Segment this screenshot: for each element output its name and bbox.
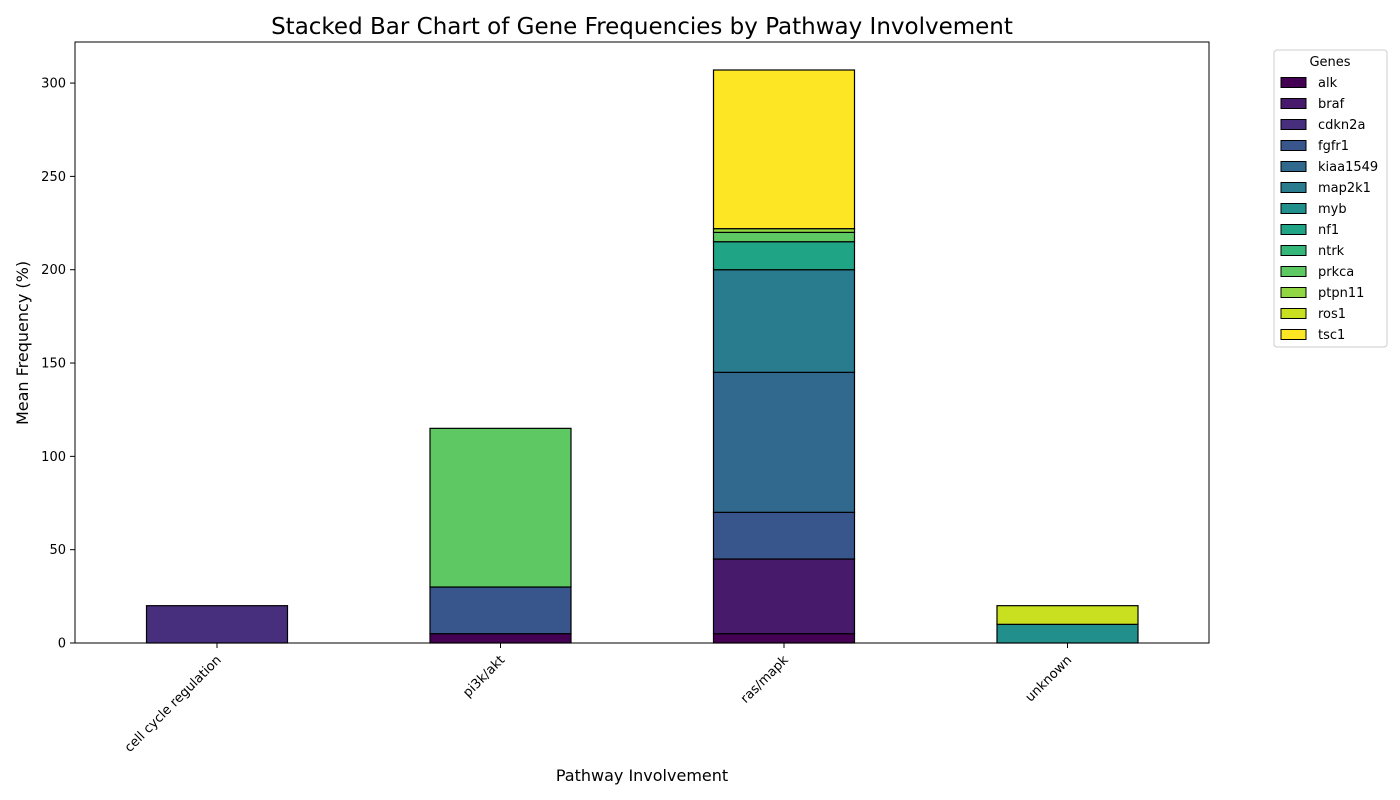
legend-label: nf1 xyxy=(1318,223,1339,238)
bar-segment-myb xyxy=(996,623,1139,644)
legend-label: fgfr1 xyxy=(1318,139,1349,154)
legend-swatch xyxy=(1280,119,1307,130)
legend-swatch xyxy=(1280,161,1307,172)
legend-swatch xyxy=(1280,308,1307,319)
legend-swatch xyxy=(1280,224,1307,235)
x-axis-label: Pathway Involvement xyxy=(556,766,728,785)
bar-segment-cdkn2a xyxy=(145,605,289,644)
bar-segment-braf xyxy=(712,558,856,635)
y-tick-label: 50 xyxy=(49,543,66,558)
legend-label: kiaa1549 xyxy=(1318,160,1378,175)
legend-swatch xyxy=(1280,203,1307,214)
y-tick-label: 100 xyxy=(41,450,66,465)
legend-title: Genes xyxy=(1309,55,1350,70)
bar-segment-alk xyxy=(712,633,856,644)
legend-label: cdkn2a xyxy=(1318,118,1365,133)
legend-label: ptpn11 xyxy=(1318,286,1364,301)
chart-title: Stacked Bar Chart of Gene Frequencies by… xyxy=(271,14,1013,40)
bar-segment-map2k1 xyxy=(712,269,856,373)
plot-frame xyxy=(74,41,1210,644)
legend-label: alk xyxy=(1318,76,1338,91)
bar-segment-fgfr1 xyxy=(712,511,856,560)
legend-label: ros1 xyxy=(1318,307,1346,322)
x-tick-label: pi3k/akt xyxy=(460,653,508,701)
x-axis: cell cycle regulation pi3k/akt ras/mapk unk… xyxy=(122,643,1075,756)
bar-segment-fgfr1 xyxy=(429,586,572,635)
y-tick-label: 150 xyxy=(41,357,66,372)
y-tick-label: 200 xyxy=(41,263,66,278)
legend-swatch xyxy=(1280,329,1307,340)
legend-items: alk braf cdkn2a fgfr1 kiaa1549 map2k1 myb nf1 nt… xyxy=(1280,76,1378,343)
legend-label: prkca xyxy=(1318,265,1354,280)
bar-segment-ros1 xyxy=(996,605,1139,625)
y-axis-label: Mean Frequency (%) xyxy=(13,261,32,425)
y-tick-label: 300 xyxy=(41,77,66,92)
bar-segment-tsc1 xyxy=(712,69,856,230)
y-axis: 0 50 100 150 200 250 300 xyxy=(41,77,75,652)
x-tick-label: ras/mapk xyxy=(738,653,792,707)
bar-segment-prkca xyxy=(429,427,572,588)
legend-label: ntrk xyxy=(1318,244,1345,259)
legend-swatch xyxy=(1280,266,1307,277)
legend-swatch xyxy=(1280,245,1307,256)
legend-swatch xyxy=(1280,182,1307,193)
legend-swatch xyxy=(1280,140,1307,151)
legend-swatch xyxy=(1280,98,1307,109)
legend-swatch xyxy=(1280,287,1307,298)
legend-label: map2k1 xyxy=(1318,181,1371,196)
legend-label: braf xyxy=(1318,97,1345,112)
x-tick-label: unknown xyxy=(1023,653,1075,705)
legend-box xyxy=(1273,49,1388,348)
legend: Genes alk braf cdkn2a fgfr1 kiaa1549 map2k1 my… xyxy=(1273,49,1388,348)
x-tick-label: cell cycle regulation xyxy=(122,653,225,756)
bar-segment-alk xyxy=(429,633,572,644)
legend-swatch xyxy=(1280,77,1307,88)
legend-label: tsc1 xyxy=(1318,328,1345,343)
legend-label: myb xyxy=(1318,202,1347,217)
y-tick-label: 0 xyxy=(58,637,66,652)
bar-segment-kiaa1549 xyxy=(712,371,856,513)
bar-segment-prkca xyxy=(712,231,856,243)
y-tick-label: 250 xyxy=(41,170,66,185)
bars-layer xyxy=(145,69,1139,644)
bar-segment-nf1 xyxy=(712,241,856,271)
